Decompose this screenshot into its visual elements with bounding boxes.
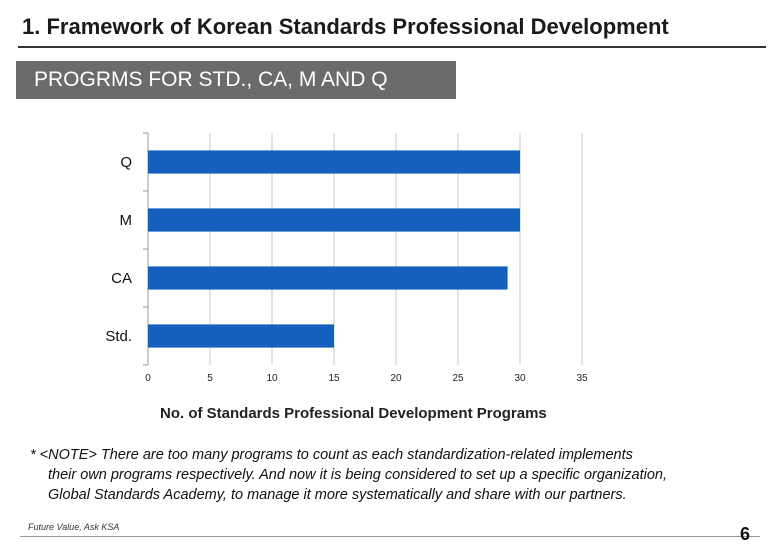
footer-divider — [20, 536, 760, 537]
footer-brand: Future Value, Ask KSA — [28, 522, 120, 532]
x-tick-label: 20 — [390, 373, 402, 384]
x-tick-label: 10 — [266, 373, 278, 384]
category-label: M — [120, 212, 133, 229]
category-label: Std. — [105, 328, 132, 345]
x-tick-label: 30 — [514, 373, 526, 384]
x-tick-label: 35 — [576, 373, 588, 384]
note-line-1: * <NOTE> There are too many programs to … — [30, 447, 633, 463]
bar-q — [148, 150, 520, 174]
page-title: 1. Framework of Korean Standards Profess… — [22, 14, 669, 39]
note-line-3: Global Standards Academy, to manage it m… — [48, 487, 627, 503]
x-tick-label: 15 — [328, 373, 340, 384]
bar-std — [148, 324, 334, 348]
note-line-2: their own programs respectively. And now… — [48, 467, 667, 483]
page-number: 6 — [739, 524, 750, 544]
category-label: Q — [120, 154, 132, 171]
bar-ca — [148, 266, 508, 290]
section-banner: PROGRMS FOR STD., CA, M AND Q — [16, 61, 456, 99]
bar-m — [148, 208, 520, 232]
category-label: CA — [111, 270, 132, 287]
title-divider — [18, 46, 766, 48]
x-tick-label: 0 — [145, 373, 151, 384]
x-tick-label: 5 — [207, 373, 213, 384]
x-tick-label: 25 — [452, 373, 464, 384]
note-text: * <NOTE> There are too many programs to … — [30, 445, 760, 505]
x-axis-title: No. of Standards Professional Developmen… — [160, 405, 547, 422]
